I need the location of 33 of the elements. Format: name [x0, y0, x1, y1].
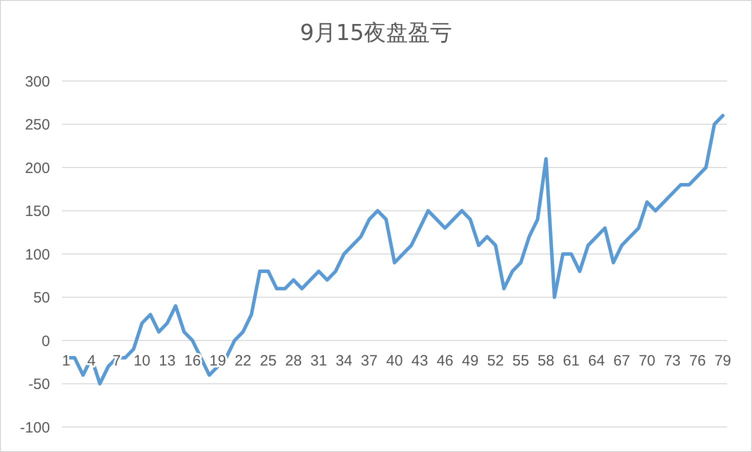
x-tick-label: 58	[538, 352, 554, 370]
x-tick-label: 46	[436, 352, 454, 370]
x-tick-label: 16	[184, 352, 201, 370]
y-tick-label: 150	[24, 203, 50, 220]
x-tick-label: 43	[411, 352, 428, 370]
x-tick-label: 73	[664, 352, 681, 370]
x-tick-label: 37	[360, 352, 378, 370]
y-tick-label: 100	[24, 246, 50, 264]
x-tick-label: 67	[613, 352, 630, 370]
x-tick-label: 25	[260, 352, 277, 370]
x-tick-label: 61	[562, 352, 580, 370]
y-tick-label: -50	[28, 376, 50, 393]
y-tick-label: 250	[24, 116, 50, 134]
y-tick-label: 200	[24, 160, 50, 177]
x-tick-label: 28	[285, 352, 302, 370]
y-tick-label: -100	[20, 419, 50, 436]
x-tick-label: 79	[714, 352, 732, 370]
x-tick-label: 34	[336, 352, 352, 370]
y-tick-label: 300	[24, 73, 50, 90]
x-tick-label: 64	[588, 352, 605, 370]
chart-title: 9月15夜盘盈亏	[300, 21, 452, 46]
x-tick-label: 49	[462, 352, 479, 370]
x-tick-label: 10	[134, 352, 150, 370]
y-tick-label: 50	[33, 290, 50, 306]
x-tick-label: 22	[234, 352, 252, 370]
x-tick-label: 40	[386, 352, 403, 370]
x-tick-label: 31	[310, 352, 328, 370]
x-tick-label: 76	[689, 352, 706, 370]
x-tick-label: 52	[487, 352, 504, 370]
x-tick-label: 13	[158, 352, 176, 370]
x-tick-label: 70	[638, 352, 656, 370]
y-tick-label: 0	[42, 332, 50, 350]
x-tick-label: 55	[512, 352, 530, 370]
